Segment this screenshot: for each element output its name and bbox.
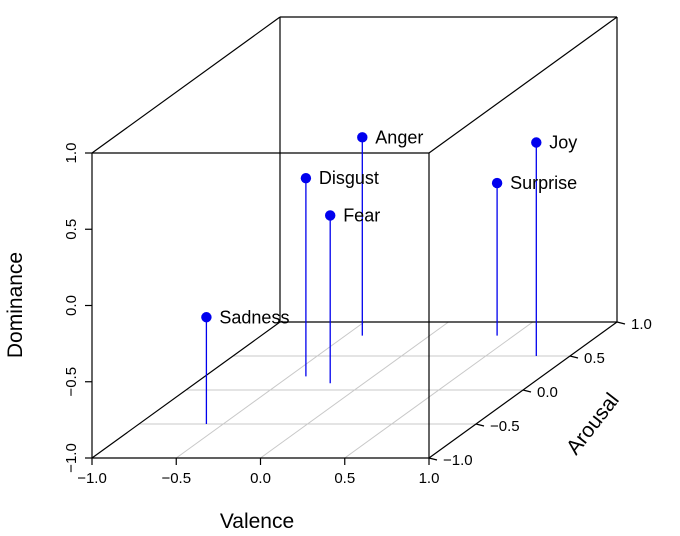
z-tick-label: −0.5: [63, 367, 80, 397]
point-surprise: [491, 177, 503, 189]
y-tick-label: 1.0: [631, 316, 652, 333]
data-points: Sadness Fear Disgust Anger Surprise Joy: [201, 127, 577, 327]
tick-labels: −1.0−1.0−1.0−0.5−0.5−0.50.00.00.00.50.50…: [63, 143, 652, 487]
point-label-anger: Anger: [375, 127, 423, 147]
z-tick-label: 1.0: [63, 143, 80, 164]
point-joy: [531, 137, 542, 148]
z-tick-label: 0.5: [63, 219, 80, 240]
box-edge: [91, 16, 281, 154]
point-label-disgust: Disgust: [319, 168, 379, 188]
z-tick-label: 0.0: [63, 295, 80, 316]
y-tick-mark: [522, 389, 532, 393]
point-label-surprise: Surprise: [510, 173, 577, 193]
y-tick-label: 0.5: [584, 350, 605, 367]
x-tick-label: 0.5: [334, 470, 355, 487]
box-edge: [428, 16, 618, 154]
point-label-fear: Fear: [343, 205, 380, 225]
point-label-joy: Joy: [549, 133, 577, 153]
point-fear: [325, 210, 336, 221]
z-axis-title: Dominance: [4, 252, 27, 358]
point-label-sadness: Sadness: [219, 307, 289, 327]
floor-grid: [139, 321, 570, 459]
x-tick-label: −0.5: [161, 470, 191, 487]
y-tick-label: −0.5: [490, 418, 520, 435]
point-anger: [357, 132, 368, 143]
y-tick-label: 0.0: [537, 384, 558, 401]
grid-line-x: [344, 321, 534, 459]
point-sadness: [201, 312, 212, 323]
x-axis-title: Valence: [220, 510, 294, 533]
y-axis-title: Arousal: [562, 389, 624, 459]
y-tick-mark: [428, 457, 438, 461]
x-tick-label: −1.0: [77, 470, 107, 487]
x-tick-label: 1.0: [419, 470, 440, 487]
z-tick-label: −1.0: [63, 443, 80, 473]
y-tick-mark: [475, 423, 485, 427]
y-tick-mark: [569, 355, 579, 359]
y-tick-mark: [616, 321, 626, 325]
y-tick-label: −1.0: [443, 452, 473, 469]
x-tick-label: 0.0: [250, 470, 271, 487]
bounding-box: [85, 16, 626, 465]
point-disgust: [300, 172, 312, 184]
box-edge: [91, 321, 281, 459]
point-stems: [205, 137, 537, 424]
